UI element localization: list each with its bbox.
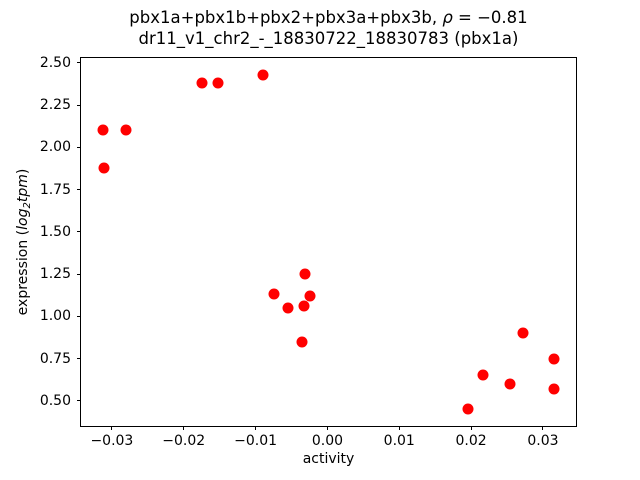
y-axis-label-suffix: ) [15, 168, 31, 175]
data-point [504, 378, 516, 390]
x-tick-mark [183, 426, 185, 430]
x-tick-label: 0.02 [455, 433, 487, 449]
y-tick-mark [77, 231, 81, 233]
x-tick-label: −0.02 [162, 433, 206, 449]
y-axis-label: expression (log2tpm) [15, 169, 33, 316]
y-axis-label-tpm: tpm [15, 174, 31, 203]
x-tick-mark [255, 426, 257, 430]
y-tick-mark [77, 62, 81, 64]
data-point [257, 69, 269, 81]
data-point [97, 124, 109, 136]
y-tick-label: 1.50 [39, 223, 71, 240]
data-point [548, 353, 560, 365]
data-point [268, 288, 280, 300]
y-tick-label: 1.75 [39, 181, 71, 198]
chart-title-line2: dr11_v1_chr2_-_18830722_18830783 (pbx1a) [138, 29, 519, 48]
chart-title: pbx1a+pbx1b+pbx2+pbx3a+pbx3b, ρ = −0.81 … [80, 7, 577, 49]
y-tick-label: 2.50 [39, 54, 71, 71]
chart-title-rho-value: = −0.81 [452, 8, 528, 27]
x-tick-label: 0.01 [383, 433, 415, 449]
data-point [462, 403, 474, 415]
data-point [299, 268, 311, 280]
x-tick-mark [542, 426, 544, 430]
y-tick-mark [77, 273, 81, 275]
data-point [304, 290, 316, 302]
data-point [477, 369, 489, 381]
data-point [212, 77, 223, 89]
x-axis-label: activity [302, 451, 355, 467]
y-tick-mark [77, 400, 81, 402]
x-tick-mark [398, 426, 400, 430]
y-tick-mark [77, 189, 81, 191]
chart-title-line1: pbx1a+pbx1b+pbx2+pbx3a+pbx3b, ρ = −0.81 [80, 7, 577, 28]
data-point [98, 162, 110, 174]
data-point [120, 124, 132, 136]
y-tick-label: 2.25 [39, 97, 71, 114]
data-point [517, 327, 529, 339]
x-tick-label: 0.00 [311, 433, 344, 449]
plot-area: −0.03 −0.02 −0.01 0.00 0.01 0.02 0.03 0.50 0.75 1… [40, 55, 577, 449]
x-tick-mark [111, 426, 113, 430]
chart-title-gene-list: pbx1a+pbx1b+pbx2+pbx3a+pbx3b, [129, 8, 443, 27]
x-tick-label: 0.03 [527, 433, 559, 449]
x-tick-label: −0.03 [90, 433, 134, 449]
y-tick-label: 0.50 [39, 392, 71, 409]
y-axis-label-log: log [15, 208, 31, 230]
y-tick-label: 1.00 [39, 308, 71, 325]
rho-symbol: ρ [442, 8, 453, 27]
x-tick-mark [326, 426, 328, 430]
data-point [298, 300, 310, 312]
data-point [282, 302, 294, 314]
data-point [196, 77, 208, 89]
y-tick-mark [77, 146, 81, 148]
y-axis-label-subscript: 2 [22, 202, 33, 209]
x-tick-label: −0.01 [234, 433, 278, 449]
data-point [296, 336, 308, 348]
y-tick-mark [77, 315, 81, 317]
y-tick-label: 1.25 [39, 266, 71, 283]
y-tick-label: 2.00 [39, 139, 71, 156]
data-point [548, 383, 560, 395]
x-tick-mark [470, 426, 472, 430]
y-tick-mark [77, 104, 81, 106]
y-tick-label: 0.75 [39, 350, 71, 367]
y-axis-label-prefix: expression ( [15, 229, 31, 316]
y-tick-mark [77, 358, 81, 360]
